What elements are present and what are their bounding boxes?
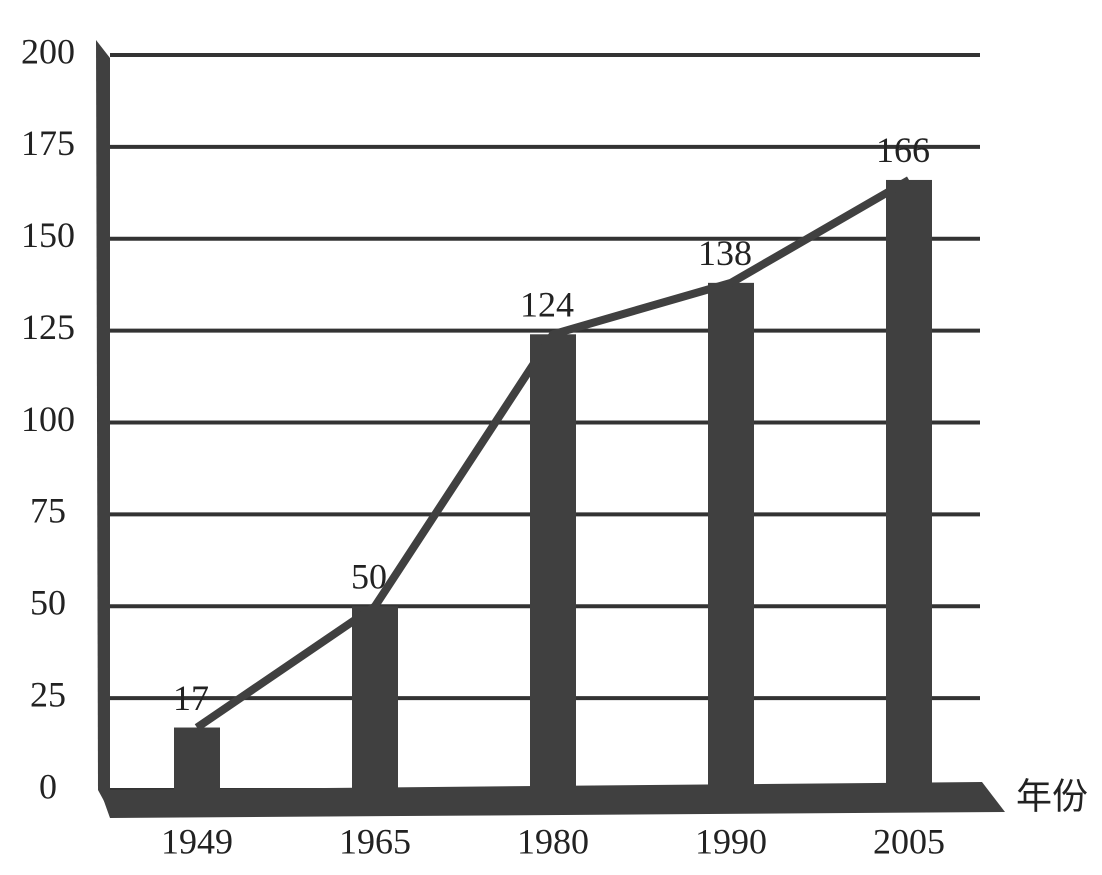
data-label: 166	[876, 130, 930, 170]
x-axis-label: 年份	[1016, 776, 1088, 816]
y-tick-label: 200	[21, 31, 75, 71]
y-tick-label: 175	[21, 123, 75, 163]
trend-line	[194, 176, 912, 731]
y-tick-label: 150	[21, 215, 75, 255]
data-label: 138	[698, 233, 752, 273]
data-label: 124	[520, 285, 574, 325]
y-tick-label: 100	[21, 399, 75, 439]
bar	[886, 179, 932, 790]
bar	[174, 727, 220, 790]
x-tick-label: 1949	[161, 821, 233, 861]
data-label: 17	[173, 678, 209, 718]
x-tick-label: 2005	[873, 821, 945, 861]
axis-floor	[100, 782, 1005, 818]
bar	[708, 282, 754, 790]
y-tick-label: 50	[30, 583, 66, 623]
x-tick-label: 1965	[339, 821, 411, 861]
y-tick-label: 75	[30, 491, 66, 531]
y-tick-label: 0	[39, 766, 57, 806]
bar	[530, 334, 576, 790]
x-tick-label: 1990	[695, 821, 767, 861]
y-tick-label: 25	[30, 674, 66, 714]
x-tick-label: 1980	[517, 821, 589, 861]
bar	[352, 606, 398, 790]
axis-wall	[96, 40, 110, 812]
y-tick-label: 125	[21, 307, 75, 347]
